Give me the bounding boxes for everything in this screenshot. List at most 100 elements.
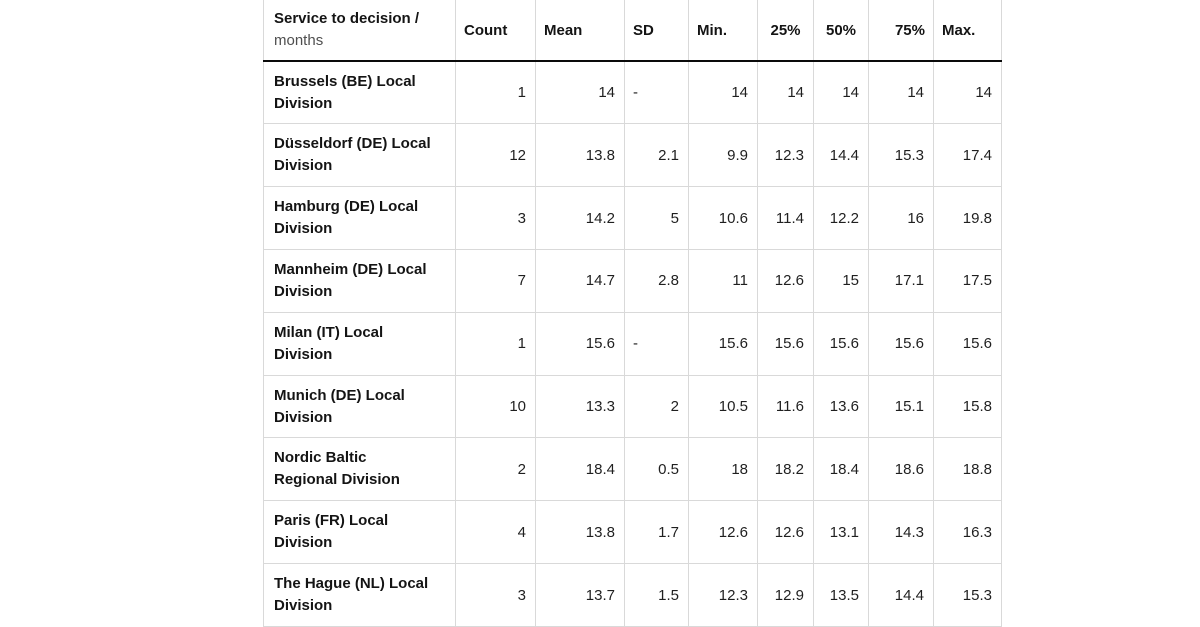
row-label-line1: Hamburg (DE) Local xyxy=(274,198,419,216)
table-row: The Hague (NL) Local Division 3 13.7 1.5… xyxy=(263,563,1002,627)
row-label-line1: Milan (IT) Local xyxy=(274,323,384,341)
column-header-count: Count xyxy=(455,0,536,62)
table-row: Munich (DE) Local Division 10 13.3 2 10.… xyxy=(263,374,1002,439)
cell-min: 11 xyxy=(688,248,758,313)
table-row: Düsseldorf (DE) Local Division 12 13.8 2… xyxy=(263,123,1002,188)
cell-min: 10.6 xyxy=(688,186,758,250)
cell-mean: 14.7 xyxy=(535,248,625,313)
cell-max: 15.6 xyxy=(933,311,1002,376)
cell-mean: 14 xyxy=(535,60,625,125)
cell-sd: 5 xyxy=(624,186,689,250)
cell-mean: 13.3 xyxy=(535,374,625,439)
row-label-line1: Düsseldorf (DE) Local xyxy=(274,135,431,153)
column-header-p50: 50% xyxy=(813,0,869,62)
cell-count: 1 xyxy=(455,311,536,376)
cell-min: 12.6 xyxy=(688,500,758,565)
cell-count: 1 xyxy=(455,60,536,125)
column-header-max: Max. xyxy=(933,0,1002,62)
cell-min: 18 xyxy=(688,437,758,502)
column-header-p25: 25% xyxy=(757,0,814,62)
cell-p75: 15.6 xyxy=(868,311,934,376)
cell-p50: 13.5 xyxy=(813,563,869,627)
table-row: Hamburg (DE) Local Division 3 14.2 5 10.… xyxy=(263,186,1002,250)
header-label-line2: months xyxy=(274,32,324,49)
cell-p50: 12.2 xyxy=(813,186,869,250)
row-label-line2: Division xyxy=(274,534,333,552)
cell-count: 10 xyxy=(455,374,536,439)
column-header-p75: 75% xyxy=(868,0,934,62)
row-label: Paris (FR) Local Division xyxy=(263,500,456,565)
column-header-sd: SD xyxy=(624,0,689,62)
cell-max: 16.3 xyxy=(933,500,1002,565)
cell-max: 14 xyxy=(933,60,1002,125)
row-label-line1: Nordic Baltic xyxy=(274,449,367,467)
cell-mean: 14.2 xyxy=(535,186,625,250)
cell-p25: 12.6 xyxy=(757,500,814,565)
cell-p25: 11.4 xyxy=(757,186,814,250)
cell-count: 7 xyxy=(455,248,536,313)
column-header-mean: Mean xyxy=(535,0,625,62)
cell-count: 3 xyxy=(455,563,536,627)
cell-sd: 2 xyxy=(624,374,689,439)
table-row: Brussels (BE) Local Division 1 14 - 14 1… xyxy=(263,60,1002,125)
table-row: Paris (FR) Local Division 4 13.8 1.7 12.… xyxy=(263,500,1002,565)
cell-p75: 14.3 xyxy=(868,500,934,565)
row-label: Brussels (BE) Local Division xyxy=(263,60,456,125)
cell-mean: 13.8 xyxy=(535,123,625,188)
row-label-line2: Division xyxy=(274,282,333,300)
cell-p25: 14 xyxy=(757,60,814,125)
row-label: The Hague (NL) Local Division xyxy=(263,563,456,627)
cell-sd: 2.1 xyxy=(624,123,689,188)
row-label-line1: The Hague (NL) Local xyxy=(274,575,429,593)
cell-p75: 15.1 xyxy=(868,374,934,439)
cell-p25: 15.6 xyxy=(757,311,814,376)
cell-max: 18.8 xyxy=(933,437,1002,502)
cell-p50: 18.4 xyxy=(813,437,869,502)
cell-sd: 1.7 xyxy=(624,500,689,565)
cell-p75: 14.4 xyxy=(868,563,934,627)
cell-p25: 11.6 xyxy=(757,374,814,439)
row-label-line1: Mannheim (DE) Local xyxy=(274,260,427,278)
cell-min: 9.9 xyxy=(688,123,758,188)
row-label-line2: Regional Division xyxy=(274,471,400,489)
cell-min: 10.5 xyxy=(688,374,758,439)
table-row: Milan (IT) Local Division 1 15.6 - 15.6 … xyxy=(263,311,1002,376)
table-body: Brussels (BE) Local Division 1 14 - 14 1… xyxy=(263,60,1002,627)
row-label-line2: Division xyxy=(274,220,333,238)
row-label: Milan (IT) Local Division xyxy=(263,311,456,376)
row-label-line1: Brussels (BE) Local xyxy=(274,72,416,90)
row-label-line2: Division xyxy=(274,597,333,615)
row-label-line2: Division xyxy=(274,157,333,175)
cell-p50: 14.4 xyxy=(813,123,869,188)
cell-p50: 13.1 xyxy=(813,500,869,565)
row-label: Mannheim (DE) Local Division xyxy=(263,248,456,313)
cell-p25: 12.9 xyxy=(757,563,814,627)
column-header-min: Min. xyxy=(688,0,758,62)
cell-p25: 12.3 xyxy=(757,123,814,188)
cell-mean: 18.4 xyxy=(535,437,625,502)
cell-mean: 13.7 xyxy=(535,563,625,627)
row-label-line1: Paris (FR) Local xyxy=(274,512,389,530)
statistics-table: Service to decision / months Count Mean … xyxy=(263,0,1002,627)
cell-mean: 13.8 xyxy=(535,500,625,565)
row-label-line2: Division xyxy=(274,94,333,112)
cell-sd: 0.5 xyxy=(624,437,689,502)
row-label-line1: Munich (DE) Local xyxy=(274,386,405,404)
header-row: Service to decision / months Count Mean … xyxy=(263,0,1002,62)
column-header-service-to-decision: Service to decision / months xyxy=(263,0,456,62)
row-label-line2: Division xyxy=(274,408,333,426)
cell-max: 17.4 xyxy=(933,123,1002,188)
cell-max: 15.3 xyxy=(933,563,1002,627)
table-row: Nordic Baltic Regional Division 2 18.4 0… xyxy=(263,437,1002,502)
cell-sd: 2.8 xyxy=(624,248,689,313)
cell-p50: 14 xyxy=(813,60,869,125)
table-row: Mannheim (DE) Local Division 7 14.7 2.8 … xyxy=(263,248,1002,313)
cell-p25: 18.2 xyxy=(757,437,814,502)
cell-p75: 14 xyxy=(868,60,934,125)
cell-sd: 1.5 xyxy=(624,563,689,627)
cell-count: 3 xyxy=(455,186,536,250)
cell-min: 12.3 xyxy=(688,563,758,627)
cell-p50: 15.6 xyxy=(813,311,869,376)
cell-p75: 16 xyxy=(868,186,934,250)
cell-count: 2 xyxy=(455,437,536,502)
